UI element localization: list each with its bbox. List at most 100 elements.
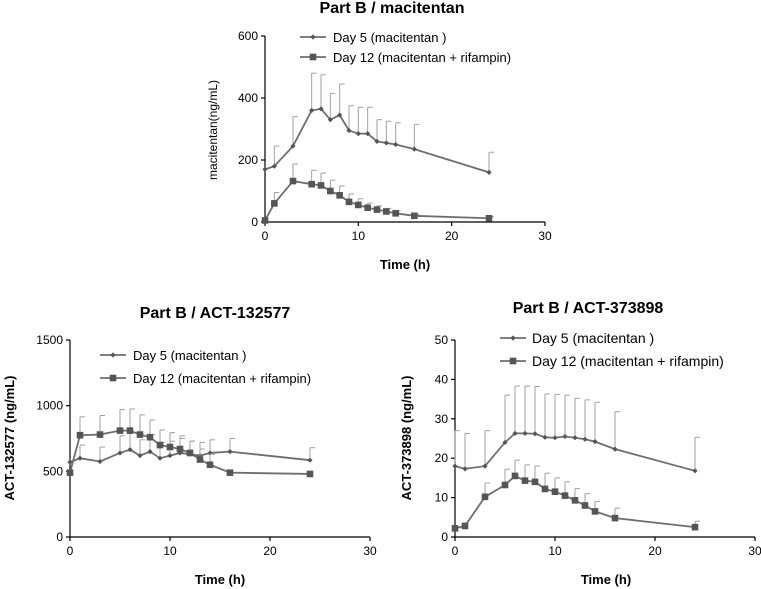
- data-point: [692, 468, 698, 474]
- data-point: [485, 214, 493, 222]
- data-point: [591, 508, 599, 515]
- data-point: [271, 200, 278, 207]
- data-point: [147, 449, 153, 455]
- data-point: [451, 525, 459, 532]
- y-axis-label: macitentan(ng/mL): [206, 80, 220, 180]
- data-point: [374, 138, 380, 144]
- y-tick-label: 0: [56, 530, 63, 544]
- y-tick-label: 400: [238, 91, 258, 105]
- data-point: [562, 433, 568, 440]
- data-point: [612, 446, 618, 452]
- data-point: [452, 463, 458, 469]
- data-point: [167, 452, 173, 459]
- data-point: [592, 439, 598, 445]
- y-tick-label: 1500: [36, 333, 63, 347]
- data-point: [392, 210, 399, 217]
- y-tick-label: 30: [435, 412, 449, 426]
- series-day12: [451, 459, 700, 532]
- data-point: [411, 212, 418, 220]
- data-point: [541, 485, 549, 493]
- data-point: [462, 466, 468, 472]
- data-point: [355, 201, 362, 209]
- legend-marker: [509, 357, 517, 365]
- data-point: [364, 204, 371, 212]
- y-axis-label: ACT-132577 (ng/mL): [2, 376, 17, 501]
- legend-item-day5: [500, 335, 526, 341]
- data-point: [97, 458, 103, 465]
- legend-label-day12: Day 12 (macitentan + rifampin): [333, 50, 511, 65]
- data-point: [126, 427, 134, 434]
- series-day12: [66, 408, 314, 478]
- chart-title: Part B / ACT-373898: [513, 300, 664, 317]
- plot-area: 0 10 20 30 40 50 0 10 20 30: [435, 333, 761, 558]
- legend-marker: [310, 34, 316, 40]
- data-point: [317, 182, 325, 189]
- x-axis-label: Time (h): [581, 572, 631, 587]
- y-tick-label: 40: [435, 372, 449, 386]
- chart-macitentan: Part B / macitentan Time (h) macitentan(…: [206, 0, 552, 272]
- data-point: [271, 163, 277, 169]
- y-axis-label: ACT-373898 (ng/mL): [399, 376, 414, 501]
- x-tick-label: 30: [538, 229, 552, 243]
- y-tick-label: 10: [435, 491, 449, 505]
- data-point: [383, 208, 390, 215]
- data-point: [355, 131, 361, 137]
- data-point: [481, 493, 489, 501]
- data-point: [227, 449, 233, 455]
- data-point: [206, 461, 214, 469]
- legend-marker: [109, 374, 117, 382]
- data-point: [116, 427, 124, 434]
- data-point: [137, 452, 143, 459]
- x-tick-label: 0: [67, 544, 74, 558]
- y-tick-label: 0: [441, 530, 448, 544]
- legend-label-day5: Day 5 (macitentan ): [532, 330, 654, 346]
- series-line: [264, 180, 490, 221]
- chart-act-132577: Part B / ACT-132577 Time (h) ACT-132577 …: [2, 305, 377, 587]
- data-point: [393, 141, 399, 148]
- series-day5: [452, 385, 700, 474]
- data-point: [290, 143, 296, 149]
- x-tick-label: 10: [163, 544, 177, 558]
- legend-item-day12: [100, 374, 126, 382]
- x-tick-label: 0: [452, 544, 459, 558]
- y-tick-label: 200: [238, 153, 258, 167]
- data-point: [336, 192, 343, 199]
- y-tick-label: 20: [435, 451, 449, 465]
- data-point: [501, 481, 509, 489]
- data-point: [226, 469, 234, 476]
- data-point: [166, 443, 174, 451]
- data-point: [365, 131, 371, 137]
- legend-label-day5: Day 5 (macitentan ): [133, 348, 246, 363]
- x-tick-label: 30: [363, 544, 377, 558]
- data-point: [572, 435, 578, 441]
- legend-marker: [510, 335, 516, 341]
- x-tick-label: 20: [263, 544, 277, 558]
- data-point: [571, 497, 579, 504]
- series-day5: [262, 72, 494, 175]
- data-point: [207, 450, 213, 456]
- data-point: [691, 523, 699, 531]
- chart-title: Part B / macitentan: [320, 0, 465, 17]
- data-point: [383, 140, 389, 146]
- y-tick-label: 50: [435, 333, 449, 347]
- data-point: [373, 206, 381, 213]
- data-point: [552, 435, 558, 441]
- data-point: [582, 436, 588, 442]
- data-point: [67, 459, 73, 465]
- data-point: [309, 107, 315, 113]
- data-point: [262, 166, 268, 172]
- x-axis-label: Time (h): [195, 572, 245, 587]
- legend-marker: [110, 352, 116, 358]
- data-point: [117, 450, 123, 456]
- data-point: [306, 470, 314, 478]
- legend-item-day12: [300, 53, 326, 61]
- data-point: [521, 477, 529, 484]
- data-point: [337, 112, 343, 118]
- data-point: [482, 463, 488, 469]
- data-point: [76, 431, 84, 439]
- data-point: [261, 217, 269, 224]
- data-point: [532, 431, 538, 437]
- y-tick-label: 600: [238, 29, 258, 43]
- data-point: [96, 431, 104, 438]
- series-day5: [67, 432, 315, 465]
